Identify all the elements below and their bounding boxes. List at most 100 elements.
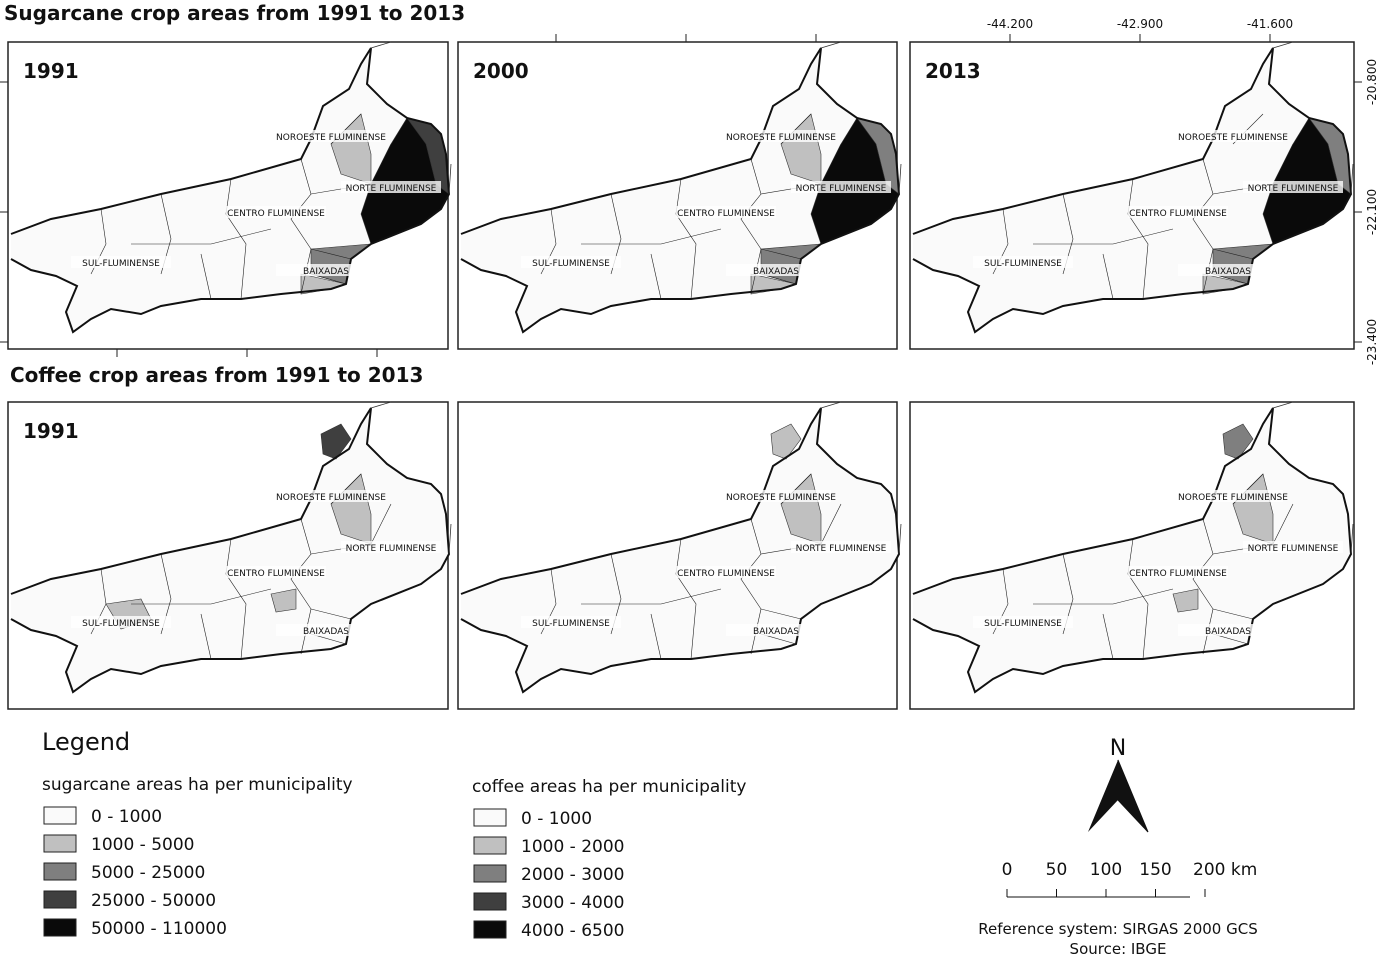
label-bg — [791, 181, 891, 193]
scale-label: 150 — [1139, 860, 1171, 880]
title: Sugarcane crop areas from 1991 to 2013 — [4, 1, 465, 25]
region-label: SUL-FLUMINENSE — [82, 259, 160, 269]
label-bg — [791, 541, 891, 553]
region-label: CENTRO FLUMINENSE — [227, 209, 325, 219]
boundary — [760, 248, 802, 260]
region-label: BAIXADAS — [303, 627, 349, 637]
boundary — [650, 613, 662, 660]
municipality — [320, 423, 352, 460]
boundary — [581, 228, 722, 245]
region-label: NOROESTE FLUMINENSE — [726, 133, 836, 143]
latitude-label: -23.400 — [1365, 319, 1379, 365]
scale-label: 200 km — [1193, 860, 1257, 880]
label-bg — [676, 566, 776, 578]
panel-year: 2013 — [925, 59, 981, 83]
label-bg — [226, 206, 326, 218]
legend-label: 50000 - 110000 — [91, 919, 227, 939]
region-label: NOROESTE FLUMINENSE — [726, 493, 836, 503]
map: NOROESTE FLUMINENSE NORTE FLUMINENSE CENTR… — [460, 41, 902, 334]
boundary — [675, 178, 697, 300]
label-bg — [521, 616, 621, 628]
panel-year: 1991 — [23, 419, 79, 443]
boundary — [675, 538, 697, 660]
river — [1272, 41, 1354, 195]
label-bg — [676, 206, 776, 218]
legend-label: 0 - 1000 — [91, 807, 162, 827]
latitude-label: -22.100 — [1365, 189, 1379, 235]
label-bg — [276, 264, 376, 276]
label-bg — [731, 130, 831, 142]
label-bg — [1243, 541, 1343, 553]
scale-label: 50 — [1046, 860, 1068, 880]
legend-swatch — [43, 806, 77, 825]
boundary — [581, 588, 722, 605]
municipality — [770, 423, 802, 460]
boundary — [200, 253, 212, 300]
boundary — [650, 253, 662, 300]
region-label: CENTRO FLUMINENSE — [677, 569, 775, 579]
region-label: NOROESTE FLUMINENSE — [1178, 493, 1288, 503]
label-bg — [226, 566, 326, 578]
legend-label: 4000 - 6500 — [521, 921, 624, 941]
legend-label: 5000 - 25000 — [91, 863, 205, 883]
region-label: SUL-FLUMINENSE — [984, 259, 1062, 269]
panel-year: 2000 — [473, 59, 529, 83]
scale-label: 100 — [1090, 860, 1122, 880]
boundary — [1033, 588, 1174, 605]
region-label: NORTE FLUMINENSE — [346, 184, 437, 194]
region-label: CENTRO FLUMINENSE — [1129, 209, 1227, 219]
boundary — [1102, 253, 1114, 300]
legend-title: Legend — [42, 728, 130, 756]
scale-label: 0 — [1002, 860, 1013, 880]
legend-swatch — [43, 834, 77, 853]
label-bg — [1183, 130, 1283, 142]
panel-year: 1991 — [23, 59, 79, 83]
region-label: SUL-FLUMINENSE — [532, 259, 610, 269]
region-label: BAIXADAS — [1205, 627, 1251, 637]
boundary — [1127, 178, 1149, 300]
boundary — [1102, 613, 1114, 660]
municipality — [270, 588, 297, 613]
boundary — [225, 178, 247, 300]
legend-label: 2000 - 3000 — [521, 865, 624, 885]
legend-subtitle: sugarcane areas ha per municipality — [42, 775, 353, 795]
legend-swatch — [473, 808, 507, 827]
label-bg — [281, 130, 381, 142]
region-label: BAIXADAS — [753, 627, 799, 637]
region-label: CENTRO FLUMINENSE — [677, 209, 775, 219]
legend-label: 0 - 1000 — [521, 809, 592, 829]
region-label: NORTE FLUMINENSE — [1248, 184, 1339, 194]
label-bg — [1178, 264, 1278, 276]
municipality — [1222, 423, 1254, 460]
legend-swatch — [473, 836, 507, 855]
label-bg — [521, 256, 621, 268]
legend-swatch — [43, 918, 77, 937]
label-bg — [281, 490, 381, 502]
label-bg — [1128, 566, 1228, 578]
legend-swatch — [473, 892, 507, 911]
longitude-label: -42.900 — [1117, 17, 1163, 31]
river — [370, 401, 452, 555]
legend-label: 1000 - 5000 — [91, 835, 194, 855]
label-bg — [726, 624, 826, 636]
map: NOROESTE FLUMINENSE NORTE FLUMINENSE CENTR… — [460, 401, 902, 694]
boundary — [131, 228, 272, 245]
river — [1272, 401, 1354, 555]
municipality — [1172, 588, 1199, 613]
river — [370, 41, 452, 195]
label-bg — [341, 181, 441, 193]
boundary — [1212, 248, 1254, 260]
region-label: SUL-FLUMINENSE — [984, 619, 1062, 629]
region-label: NORTE FLUMINENSE — [796, 184, 887, 194]
label-bg — [731, 490, 831, 502]
legend-label: 3000 - 4000 — [521, 893, 624, 913]
label-bg — [341, 541, 441, 553]
legend-label: 25000 - 50000 — [91, 891, 216, 911]
label-bg — [1128, 206, 1228, 218]
region-label: SUL-FLUMINENSE — [82, 619, 160, 629]
boundary — [200, 613, 212, 660]
label-bg — [71, 616, 171, 628]
map: NOROESTE FLUMINENSE NORTE FLUMINENSE CENTR… — [912, 41, 1354, 334]
north-arrow — [1118, 760, 1148, 832]
